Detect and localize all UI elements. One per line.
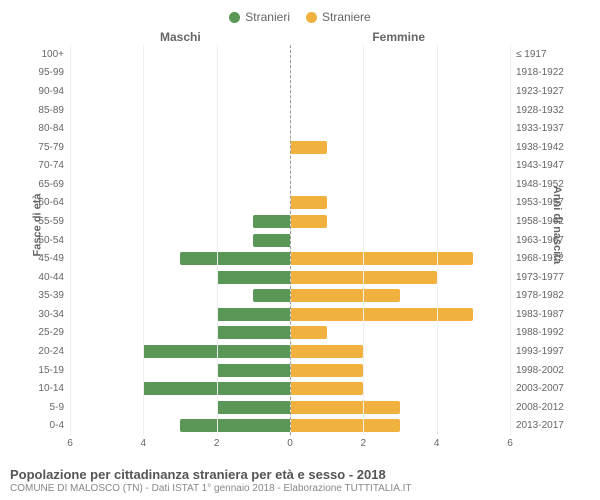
x-tick-label: 2 bbox=[361, 438, 367, 449]
birth-year-label: ≤ 1917 bbox=[516, 49, 547, 60]
legend-label-female: Straniere bbox=[322, 10, 371, 24]
age-label: 30-34 bbox=[38, 309, 64, 320]
bar-female bbox=[290, 401, 400, 414]
x-tick-label: 6 bbox=[67, 438, 73, 449]
bar-male bbox=[217, 308, 290, 321]
birth-year-label: 2008-2012 bbox=[516, 402, 564, 413]
chart-title: Popolazione per cittadinanza straniera p… bbox=[10, 467, 590, 482]
bar-female bbox=[290, 141, 327, 154]
age-label: 40-44 bbox=[38, 272, 64, 283]
chart-subtitle: COMUNE DI MALOSCO (TN) - Dati ISTAT 1° g… bbox=[10, 483, 590, 494]
bar-female bbox=[290, 382, 363, 395]
center-axis bbox=[290, 45, 291, 435]
legend-label-male: Stranieri bbox=[245, 10, 290, 24]
age-label: 90-94 bbox=[38, 86, 64, 97]
header-male: Maschi bbox=[160, 30, 201, 44]
age-label: 75-79 bbox=[38, 142, 64, 153]
bar-male bbox=[180, 419, 290, 432]
bar-female bbox=[290, 345, 363, 358]
legend-swatch-male bbox=[229, 12, 240, 23]
birth-year-label: 1943-1947 bbox=[516, 160, 564, 171]
bar-male bbox=[253, 234, 290, 247]
gridline bbox=[217, 45, 218, 435]
birth-year-label: 1928-1932 bbox=[516, 105, 564, 116]
bar-female bbox=[290, 196, 327, 209]
bar-female bbox=[290, 252, 473, 265]
legend: Stranieri Straniere bbox=[0, 0, 600, 24]
age-label: 60-64 bbox=[38, 197, 64, 208]
birth-year-label: 2003-2007 bbox=[516, 383, 564, 394]
birth-year-label: 1923-1927 bbox=[516, 86, 564, 97]
bar-male bbox=[217, 364, 290, 377]
birth-year-label: 1978-1982 bbox=[516, 290, 564, 301]
birth-year-label: 1973-1977 bbox=[516, 272, 564, 283]
birth-year-label: 1998-2002 bbox=[516, 365, 564, 376]
birth-year-label: 1953-1957 bbox=[516, 197, 564, 208]
x-axis-ticks: 6 4 2 0 2 4 6 bbox=[70, 438, 510, 452]
age-label: 50-54 bbox=[38, 235, 64, 246]
x-tick-label: 0 bbox=[287, 438, 293, 449]
legend-swatch-female bbox=[306, 12, 317, 23]
x-tick-label: 2 bbox=[214, 438, 220, 449]
age-label: 55-59 bbox=[38, 216, 64, 227]
legend-item-male: Stranieri bbox=[229, 10, 290, 24]
age-label: 25-29 bbox=[38, 327, 64, 338]
population-pyramid-chart: Stranieri Straniere Maschi Femmine Fasce… bbox=[0, 0, 600, 500]
birth-year-label: 1958-1962 bbox=[516, 216, 564, 227]
birth-year-label: 1993-1997 bbox=[516, 346, 564, 357]
age-label: 35-39 bbox=[38, 290, 64, 301]
gridline bbox=[363, 45, 364, 435]
bar-male bbox=[180, 252, 290, 265]
bar-male bbox=[217, 326, 290, 339]
gridline bbox=[437, 45, 438, 435]
age-label: 95-99 bbox=[38, 67, 64, 78]
x-tick-label: 6 bbox=[507, 438, 513, 449]
age-label: 10-14 bbox=[38, 383, 64, 394]
birth-year-label: 1988-1992 bbox=[516, 327, 564, 338]
birth-year-label: 2013-2017 bbox=[516, 420, 564, 431]
age-label: 80-84 bbox=[38, 123, 64, 134]
age-label: 65-69 bbox=[38, 179, 64, 190]
bar-male bbox=[217, 271, 290, 284]
bar-male bbox=[253, 289, 290, 302]
age-label: 20-24 bbox=[38, 346, 64, 357]
bar-female bbox=[290, 419, 400, 432]
legend-item-female: Straniere bbox=[306, 10, 371, 24]
birth-year-label: 1933-1937 bbox=[516, 123, 564, 134]
birth-year-label: 1968-1972 bbox=[516, 253, 564, 264]
age-label: 70-74 bbox=[38, 160, 64, 171]
plot-area: 100+≤ 191795-991918-192290-941923-192785… bbox=[70, 45, 510, 435]
gridline bbox=[70, 45, 71, 435]
age-label: 15-19 bbox=[38, 365, 64, 376]
age-label: 85-89 bbox=[38, 105, 64, 116]
bar-male bbox=[253, 215, 290, 228]
bar-female bbox=[290, 364, 363, 377]
age-label: 100+ bbox=[41, 49, 64, 60]
bar-female bbox=[290, 326, 327, 339]
bar-female bbox=[290, 289, 400, 302]
age-label: 45-49 bbox=[38, 253, 64, 264]
birth-year-label: 1918-1922 bbox=[516, 67, 564, 78]
gridline bbox=[143, 45, 144, 435]
birth-year-label: 1948-1952 bbox=[516, 179, 564, 190]
x-tick-label: 4 bbox=[434, 438, 440, 449]
bar-female bbox=[290, 215, 327, 228]
age-label: 0-4 bbox=[50, 420, 64, 431]
birth-year-label: 1963-1967 bbox=[516, 235, 564, 246]
age-label: 5-9 bbox=[50, 402, 64, 413]
bar-female bbox=[290, 308, 473, 321]
x-tick-label: 4 bbox=[141, 438, 147, 449]
birth-year-label: 1938-1942 bbox=[516, 142, 564, 153]
gridline bbox=[510, 45, 511, 435]
birth-year-label: 1983-1987 bbox=[516, 309, 564, 320]
bar-male bbox=[217, 401, 290, 414]
chart-footer: Popolazione per cittadinanza straniera p… bbox=[10, 467, 590, 494]
header-female: Femmine bbox=[372, 30, 425, 44]
